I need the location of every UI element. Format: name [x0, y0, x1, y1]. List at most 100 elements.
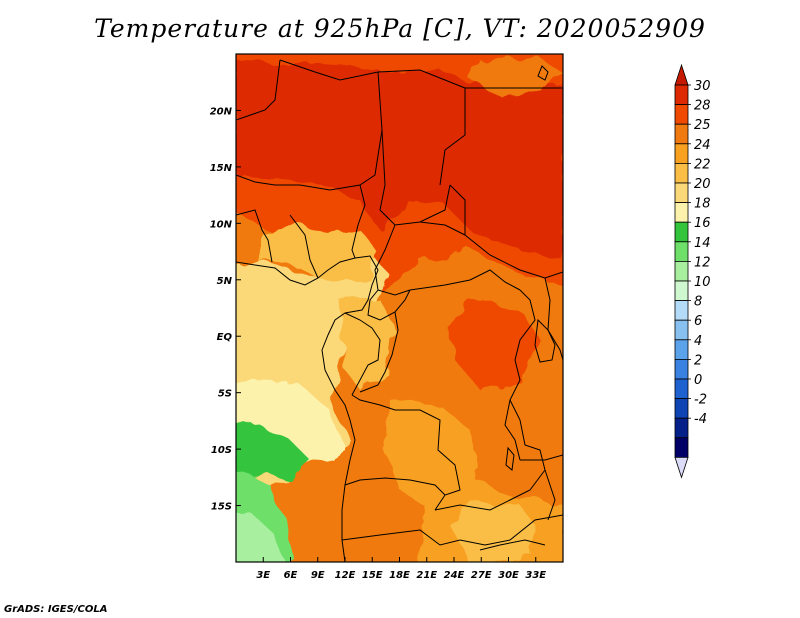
field-gulf-mid [260, 225, 375, 280]
border-car-west [374, 224, 411, 296]
x-tick-label: 3E [256, 570, 270, 581]
colorbar-swatch [674, 182, 689, 204]
field-sahel-hot [236, 60, 563, 260]
temperature-field [236, 54, 563, 562]
lake-nasser [537, 65, 549, 81]
colorbar-label: 6 [694, 314, 702, 329]
border-north [279, 59, 466, 186]
colorbar-label: 20 [694, 177, 711, 192]
border-niger [236, 71, 383, 191]
colorbar-label: 4 [694, 334, 702, 349]
colorbar-label: -2 [694, 393, 707, 408]
border-gabon [344, 312, 381, 396]
colorbar-swatch [674, 417, 689, 439]
coastline-west [236, 255, 379, 562]
x-tick-label: 9E [311, 570, 325, 581]
colorbar-label: 10 [694, 275, 711, 290]
x-tick-label: 27E [471, 570, 492, 581]
country-borders [236, 59, 563, 562]
figure-title: Temperature at 925hPa [C], VT: 202005290… [94, 14, 706, 43]
border-angola-south [344, 477, 446, 496]
colorbar-label: 2 [694, 353, 702, 368]
colorbar-label: 30 [694, 79, 711, 94]
field-light-band [236, 381, 345, 470]
colorbar-swatch [674, 202, 689, 223]
colorbar-swatch [674, 300, 689, 321]
field-north-desert [470, 58, 560, 95]
y-tick-label: 20N [210, 106, 233, 117]
colorbar-label: 22 [694, 157, 711, 172]
border-nigeria-east [351, 184, 366, 259]
x-tick-label: 18E [389, 570, 410, 581]
colorbar-label: 8 [694, 295, 702, 310]
x-tick-label: 30E [498, 570, 519, 581]
colorbar-swatch [674, 437, 689, 458]
field-sw-warm [295, 458, 355, 555]
colorbar-swatch [674, 260, 689, 282]
colorbar-label: 14 [694, 236, 711, 251]
x-tick-label: 33E [525, 570, 546, 581]
border-east-lakes [504, 289, 536, 461]
y-tick-label: 15S [211, 502, 232, 513]
colorbar-swatch [674, 143, 689, 164]
field-cool-green [236, 422, 310, 483]
x-tick-label: 15E [362, 570, 383, 581]
colorbar-label: 16 [694, 216, 711, 231]
colorbar-bottom-arrow [674, 456, 689, 479]
y-axis: 20N 15N 10N 5N EQ 5S 10S 15S [210, 106, 241, 513]
border-benin [289, 214, 319, 279]
colorbar-swatch [674, 123, 689, 145]
y-tick-label: 10S [211, 445, 232, 456]
colorbar-swatch [674, 104, 689, 125]
border-congo [359, 311, 399, 393]
border-tanzania [520, 454, 563, 461]
colorbar-label: 0 [694, 373, 702, 388]
colorbar-swatch [674, 398, 689, 419]
lake-victoria [534, 318, 556, 363]
colorbar-swatch [674, 84, 689, 106]
border-zambia [434, 469, 546, 511]
border-angola-north [351, 394, 396, 411]
colorbar-swatch [674, 378, 689, 400]
y-tick-label: 10N [210, 219, 233, 230]
field-congo-mid [340, 300, 395, 390]
field-coolest [236, 511, 284, 562]
y-tick-label: 5S [218, 389, 232, 400]
y-tick-label: 15N [210, 163, 233, 174]
border-coast-w [236, 209, 273, 263]
colorbar-label: 18 [694, 197, 711, 212]
colorbar-label: 28 [694, 99, 711, 114]
colorbar-swatch [674, 221, 689, 243]
border-angola-east [395, 409, 461, 511]
x-axis: 3E 6E 9E 12E 15E 18E 21E 24E 27E 30E 33E [256, 557, 546, 581]
x-tick-label: 12E [335, 570, 356, 581]
credit-text: GrADS: IGES/COLA [4, 604, 108, 615]
border-car-south [409, 269, 521, 291]
colorbar-label: 24 [694, 138, 711, 153]
colorbar-swatch [674, 319, 689, 341]
colorbar-label: -4 [694, 412, 707, 427]
field-zambezi [455, 500, 540, 562]
colorbar-top-arrow [674, 63, 689, 86]
field-east-hot [450, 300, 540, 390]
y-tick-label: 5N [217, 276, 233, 287]
border-car-north [419, 221, 466, 236]
border-zimbabwe [479, 539, 546, 551]
colorbar-swatch [674, 241, 689, 262]
lake-mweru [505, 446, 515, 471]
x-tick-label: 21E [416, 570, 437, 581]
colorbar-label: 25 [694, 118, 711, 133]
colorbar-swatch [674, 358, 689, 380]
colorbar-swatch [674, 162, 689, 184]
colorbar-label: 12 [694, 255, 711, 270]
border-tanganyika [509, 399, 556, 521]
border-namibia [341, 514, 563, 546]
colorbar-swatch [674, 280, 689, 302]
border-congo-north [367, 289, 411, 321]
y-tick-label: EQ [217, 332, 233, 343]
x-tick-label: 24E [444, 570, 465, 581]
x-tick-label: 6E [284, 570, 298, 581]
